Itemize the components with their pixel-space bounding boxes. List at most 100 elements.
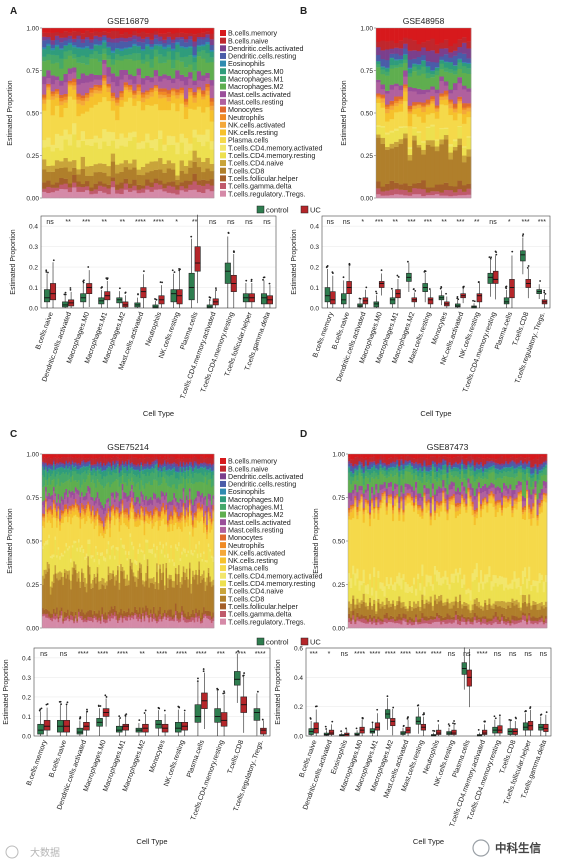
- legend-label: T.cells.follicular.helper: [228, 174, 299, 183]
- stack-segment: [430, 101, 436, 104]
- stack-segment: [352, 504, 355, 506]
- outlier-point: [359, 297, 362, 300]
- stack-segment: [162, 471, 165, 477]
- stack-segment: [112, 497, 115, 505]
- stack-segment: [143, 534, 146, 555]
- stack-segment: [85, 457, 88, 463]
- y-tick-label: 0.3: [310, 244, 319, 251]
- stack-segment: [57, 454, 60, 458]
- stack-segment: [80, 98, 86, 101]
- stack-segment: [52, 504, 55, 508]
- stack-segment: [63, 40, 69, 46]
- stack-segment: [151, 519, 154, 524]
- stack-segment: [425, 192, 431, 196]
- stack-segment: [398, 103, 404, 112]
- stack-segment: [145, 466, 148, 469]
- stack-segment: [408, 494, 412, 497]
- stack-segment: [391, 463, 395, 467]
- stack-segment: [63, 31, 69, 38]
- stack-segment: [179, 467, 182, 473]
- stack-segment: [76, 84, 81, 94]
- outlier-point: [233, 251, 235, 253]
- stack-segment: [63, 611, 66, 618]
- stack-segment: [195, 608, 198, 614]
- stack-segment: [389, 100, 395, 105]
- stack-segment: [151, 457, 154, 462]
- stack-segment: [162, 48, 167, 57]
- stack-segment: [89, 165, 94, 177]
- outlier-point: [375, 290, 377, 293]
- stack-segment: [364, 502, 368, 505]
- stack-segment: [391, 513, 395, 522]
- stack-segment: [128, 528, 130, 552]
- stack-segment: [198, 509, 201, 513]
- stack-segment: [158, 184, 163, 190]
- stack-segment: [153, 84, 159, 87]
- stack-segment: [366, 477, 370, 484]
- stack-segment: [192, 471, 194, 478]
- stack-segment: [400, 624, 403, 629]
- stack-segment: [102, 183, 107, 187]
- stack-segment: [192, 34, 198, 42]
- stack-segment: [84, 470, 87, 483]
- stack-segment: [171, 89, 176, 92]
- stack-segment: [416, 94, 422, 103]
- outlier-point: [488, 256, 491, 258]
- stack-segment: [201, 161, 206, 173]
- stack-segment: [396, 493, 399, 496]
- stack-segment: [385, 28, 390, 42]
- stack-segment: [85, 521, 88, 554]
- stack-segment: [104, 466, 107, 471]
- stack-segment: [102, 476, 105, 489]
- stack-segment: [149, 457, 152, 465]
- stack-segment: [60, 615, 63, 629]
- stack-segment: [192, 181, 198, 190]
- stack-segment: [42, 94, 47, 98]
- stack-segment: [63, 44, 69, 47]
- stack-segment: [162, 188, 167, 192]
- stack-segment: [138, 567, 141, 608]
- stack-segment: [385, 464, 389, 467]
- stack-segment: [59, 475, 62, 487]
- stack-segment: [416, 131, 422, 134]
- stack-segment: [348, 463, 351, 467]
- stack-segment: [157, 517, 160, 521]
- outlier-point: [365, 286, 368, 289]
- stack-segment: [76, 463, 79, 466]
- stack-segment: [170, 547, 173, 575]
- stack-segment: [198, 541, 201, 545]
- stack-segment: [181, 454, 184, 460]
- stack-segment: [143, 554, 146, 560]
- stack-segment: [381, 606, 384, 620]
- stack-segment: [156, 520, 159, 547]
- stack-segment: [168, 519, 171, 521]
- stack-segment: [126, 620, 129, 629]
- stack-segment: [101, 505, 104, 510]
- y-tick-label: 0.50: [332, 539, 345, 546]
- stack-segment: [171, 499, 174, 505]
- stack-segment: [443, 94, 449, 97]
- stack-segment: [99, 484, 102, 502]
- stack-segment: [88, 463, 91, 466]
- stack-segment: [385, 190, 390, 196]
- stack-segment: [99, 520, 102, 524]
- stack-segment: [354, 621, 357, 625]
- stack-segment: [46, 571, 49, 611]
- stack-segment: [90, 554, 93, 559]
- stack-segment: [96, 551, 99, 555]
- stack-segment: [195, 481, 198, 498]
- stack-segment: [162, 467, 165, 468]
- significance-label: **: [102, 219, 108, 226]
- stack-segment: [54, 88, 60, 92]
- stack-segment: [120, 570, 123, 610]
- stack-segment: [168, 463, 171, 465]
- stack-segment: [166, 47, 172, 52]
- stack-segment: [212, 463, 215, 466]
- stack-segment: [59, 117, 64, 136]
- stack-segment: [166, 36, 172, 40]
- stack-segment: [176, 573, 179, 585]
- stack-segment: [402, 493, 405, 500]
- stack-segment: [123, 47, 129, 50]
- stack-segment: [131, 462, 133, 464]
- stack-segment: [389, 618, 393, 623]
